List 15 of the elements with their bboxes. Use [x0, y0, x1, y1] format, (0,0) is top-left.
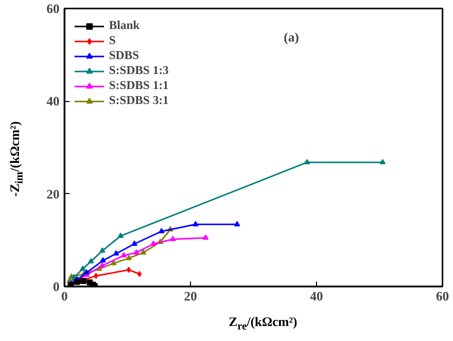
- legend-label: SDBS: [109, 48, 140, 63]
- y-tick-label: 60: [46, 1, 60, 16]
- x-axis-title: Z$_{re}$/(kΩcm²): [228, 313, 298, 335]
- x-tick-label: 40: [310, 288, 323, 304]
- y-tick-label: 40: [46, 94, 60, 109]
- x-tick-label: 20: [184, 288, 197, 304]
- legend-label: S:SDBS 1:3: [109, 63, 169, 78]
- legend-label: S:SDBS 3:1: [109, 93, 169, 108]
- legend-label: Blank: [109, 18, 140, 33]
- x-tick-label: 60: [436, 288, 449, 304]
- legend-label: S:SDBS 1:1: [109, 78, 169, 93]
- annotation: (a): [284, 30, 299, 45]
- legend-label: S: [109, 33, 117, 48]
- y-tick-label: 0: [53, 279, 60, 294]
- y-tick-label: 20: [46, 186, 60, 202]
